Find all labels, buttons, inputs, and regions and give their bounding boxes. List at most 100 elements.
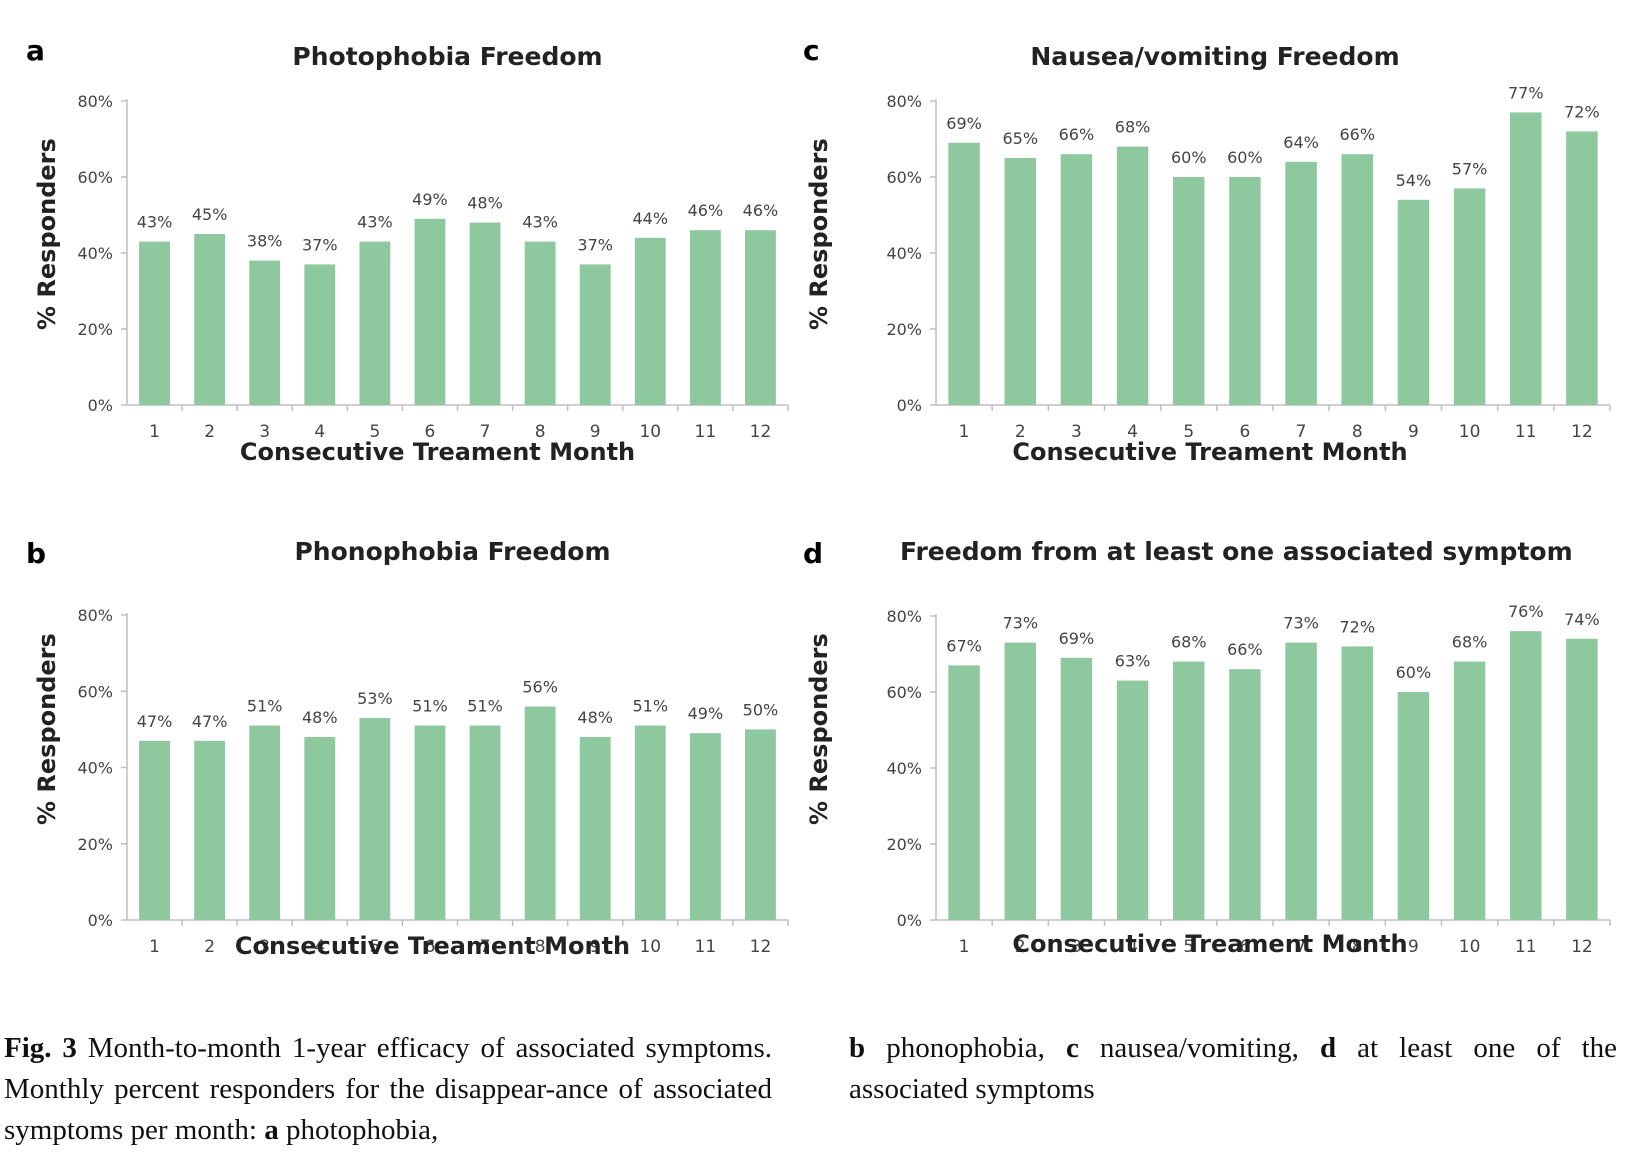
panel-label-c: c [803,34,820,67]
data-label: 68% [1452,633,1488,652]
x-tick-label: 12 [1571,937,1593,957]
y-tick-label: 80% [77,92,113,111]
chart-title-d: Freedom from at least one associated sym… [900,537,1573,566]
data-label: 60% [1227,148,1263,167]
data-label: 46% [743,201,779,220]
x-tick-label: 3 [259,937,270,957]
y-tick-label: 60% [886,168,922,187]
y-tick-label: 80% [77,606,113,625]
x-tick-label: 10 [1459,937,1481,957]
y-tick-label: 40% [77,759,113,778]
data-label: 60% [1396,663,1432,682]
caption-panel-b-text: phonophobia, [865,1032,1066,1064]
x-tick-label: 3 [259,422,270,442]
data-label: 46% [688,201,724,220]
data-label: 50% [743,700,779,719]
bar [745,729,776,920]
y-tick-label: 60% [77,168,113,187]
data-label: 66% [1227,640,1263,659]
x-axis-label-d: Consecutive Treament Month [1012,930,1408,958]
y-tick-label: 20% [886,835,922,854]
bar [1060,657,1093,920]
chart-title-a: Photophobia Freedom [292,42,603,71]
chart-title-b: Phonophobia Freedom [294,537,611,566]
x-tick-label: 12 [1571,422,1593,442]
x-tick-label: 6 [1240,937,1251,957]
bar [414,725,446,920]
chart-svg-b: 0% 20% 40% 60% 80% 47% 1 47% 2 51% 3 48% 4 53% 5 51% 6 51… [77,606,789,957]
bar [139,241,170,405]
y-tick-label: 60% [886,683,922,702]
x-axis-label-b: Consecutive Treament Month [234,932,631,960]
data-label: 56% [522,678,558,697]
x-tick-label: 5 [369,422,380,442]
data-label: 73% [1002,614,1038,633]
bar [634,237,666,405]
figure-caption-right: b phonophobia, c nausea/vomiting, d at l… [849,1028,1617,1110]
x-axis-label-c: Consecutive Treament Month [1012,438,1408,466]
y-tick-label: 20% [886,320,922,339]
chart-panel-b: b Phonophobia Freedom % Responders Conse… [0,495,800,995]
data-label: 53% [357,689,393,708]
data-label: 51% [412,697,448,716]
data-label: 68% [1115,118,1151,137]
x-tick-label: 4 [314,422,325,442]
figure-caption-left: Fig. 3 Month-to-month 1-year efficacy of… [4,1028,772,1151]
bar [359,241,391,405]
x-tick-label: 7 [480,937,491,957]
x-tick-label: 11 [1515,422,1537,442]
x-tick-label: 5 [1183,937,1194,957]
x-tick-label: 1 [149,937,160,957]
data-label: 49% [412,190,448,209]
y-tick-label: 40% [886,759,922,778]
caption-panel-b-label: b [849,1032,866,1064]
x-tick-label: 11 [1515,937,1537,957]
figure-label: Fig. 3 [4,1032,77,1064]
y-tick-label: 0% [88,911,113,930]
bar [1060,154,1093,405]
bar [414,218,446,405]
x-tick-label: 3 [1071,422,1082,442]
data-label: 68% [1171,633,1207,652]
x-tick-label: 7 [1296,937,1307,957]
x-tick-label: 8 [535,422,546,442]
data-label: 64% [1283,133,1319,152]
bar [194,740,226,920]
bar [579,737,611,920]
x-tick-label: 6 [1240,422,1251,442]
data-label: 57% [1452,159,1488,178]
data-label: 48% [577,708,613,727]
x-tick-label: 12 [750,937,772,957]
caption-panel-d-label: d [1319,1032,1337,1064]
data-label: 69% [946,114,982,133]
x-tick-label: 7 [1296,422,1307,442]
y-tick-label: 80% [886,607,922,626]
bar [689,230,721,405]
data-label: 45% [192,205,228,224]
y-axis-label-a: % Responders [33,138,61,330]
bar [139,740,170,920]
x-tick-label: 3 [1071,937,1082,957]
data-label: 43% [137,213,173,232]
data-label: 69% [1059,629,1095,648]
data-label: 37% [302,235,338,254]
bar [634,725,666,920]
bar [1116,146,1149,405]
bar [1397,692,1430,920]
bar [1229,177,1261,405]
data-label: 77% [1508,83,1544,102]
data-label: 37% [577,235,613,254]
x-tick-label: 8 [1352,937,1363,957]
bar [304,264,336,405]
data-label: 51% [467,697,503,716]
data-label: 54% [1396,171,1432,190]
bar [249,260,281,405]
y-tick-label: 20% [77,320,113,339]
x-tick-label: 11 [695,422,717,442]
chart-panel-d: d Freedom from at least one associated s… [800,495,1628,995]
data-label: 72% [1339,617,1375,636]
caption-panel-a-text: photophobia, [278,1114,439,1146]
data-label: 74% [1564,610,1600,629]
bar [1004,642,1036,920]
bar [469,222,501,405]
